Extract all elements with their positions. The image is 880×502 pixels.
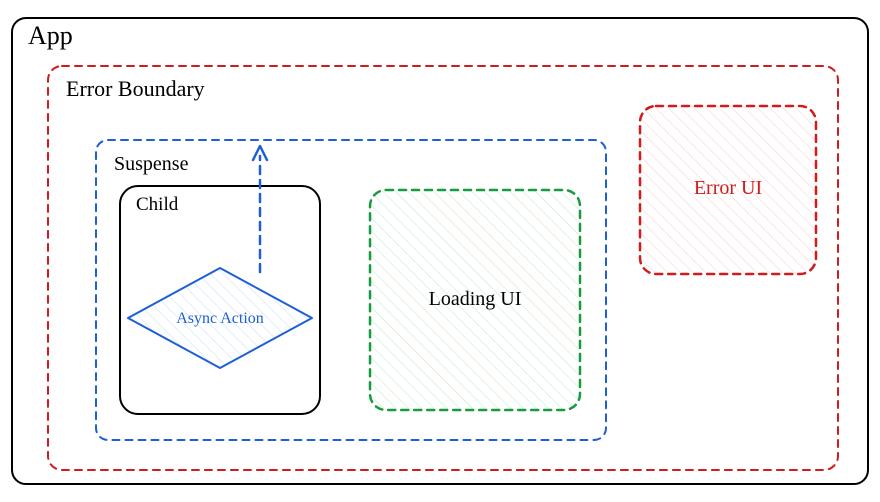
loading-ui-label: Loading UI: [429, 288, 522, 310]
child-label: Child: [136, 194, 179, 215]
async-action-label: Async Action: [176, 310, 264, 327]
app-label: App: [28, 21, 73, 50]
async-to-suspense-arrow: [253, 146, 267, 272]
suspense-label: Suspense: [114, 153, 189, 175]
error-ui-label: Error UI: [694, 177, 762, 199]
error-boundary-label: Error Boundary: [66, 76, 205, 101]
